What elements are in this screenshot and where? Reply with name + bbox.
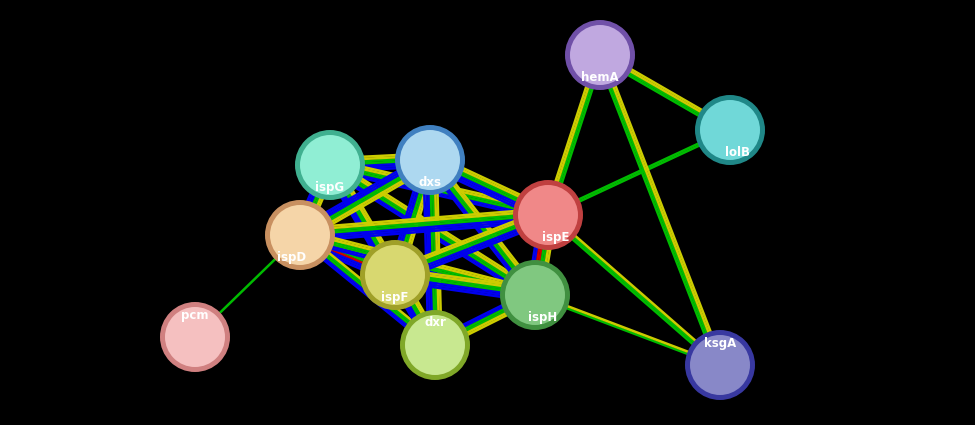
Text: ispG: ispG [316,181,344,193]
Circle shape [160,302,230,372]
Circle shape [265,200,335,270]
Text: ispH: ispH [528,311,558,323]
Circle shape [360,240,430,310]
Circle shape [365,245,425,305]
Circle shape [565,20,635,90]
Circle shape [295,130,365,200]
Circle shape [400,130,460,190]
Circle shape [700,100,760,160]
Circle shape [518,185,578,245]
Text: pcm: pcm [181,309,209,321]
Circle shape [165,307,225,367]
Circle shape [570,25,630,85]
Circle shape [500,260,570,330]
Text: ksgA: ksgA [704,337,736,349]
Circle shape [270,205,330,265]
Circle shape [300,135,360,195]
Text: lolB: lolB [725,145,751,159]
Circle shape [513,180,583,250]
Circle shape [695,95,765,165]
Text: ispD: ispD [278,250,306,264]
Circle shape [685,330,755,400]
Text: dxr: dxr [424,317,446,329]
Circle shape [690,335,750,395]
Circle shape [395,125,465,195]
Circle shape [405,315,465,375]
Circle shape [505,265,565,325]
Text: dxs: dxs [418,176,442,189]
Text: ispE: ispE [542,230,569,244]
Text: hemA: hemA [581,71,619,83]
Circle shape [400,310,470,380]
Text: ispF: ispF [381,291,409,303]
